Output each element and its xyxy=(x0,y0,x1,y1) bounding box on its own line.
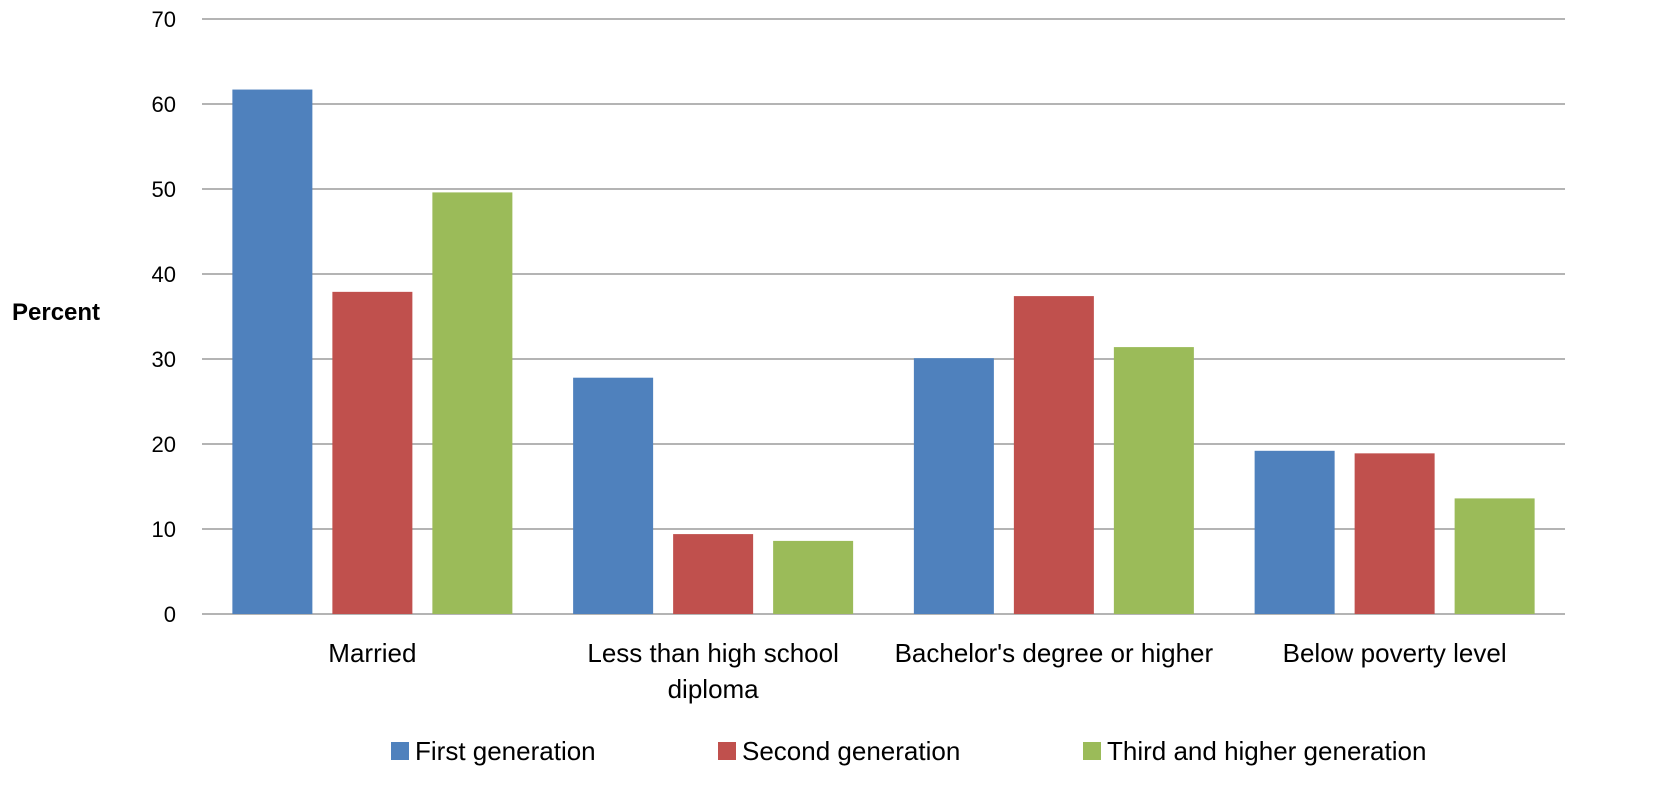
bars xyxy=(232,90,1534,614)
bar-3-4 xyxy=(1455,498,1535,614)
bar-1-4 xyxy=(1255,451,1335,614)
category-label: Married xyxy=(328,638,416,668)
y-tick-label: 20 xyxy=(152,432,176,457)
y-tick-label: 10 xyxy=(152,517,176,542)
bar-2-1 xyxy=(332,292,412,614)
y-tick-label: 0 xyxy=(164,602,176,627)
legend-swatch xyxy=(391,742,409,760)
legend-label: Second generation xyxy=(742,736,960,766)
y-tick-label: 60 xyxy=(152,92,176,117)
bar-2-2 xyxy=(673,534,753,614)
bar-2-3 xyxy=(1014,296,1094,614)
category-label: Bachelor's degree or higher xyxy=(895,638,1214,668)
y-tick-label: 50 xyxy=(152,177,176,202)
y-tick-label: 70 xyxy=(152,7,176,32)
category-label: Below poverty level xyxy=(1283,638,1507,668)
legend-label: First generation xyxy=(415,736,596,766)
bar-2-4 xyxy=(1355,453,1435,614)
bar-1-3 xyxy=(914,358,994,614)
legend-label: Third and higher generation xyxy=(1107,736,1426,766)
y-tick-label: 30 xyxy=(152,347,176,372)
bar-3-2 xyxy=(773,541,853,614)
y-axis-label: Percent xyxy=(12,299,100,326)
legend: First generation Second generation Third a… xyxy=(391,736,1426,766)
y-axis-ticks: 0 10 20 30 40 50 60 70 xyxy=(152,7,176,627)
category-label: Less than high school xyxy=(587,638,839,668)
legend-swatch xyxy=(1083,742,1101,760)
bar-1-1 xyxy=(232,90,312,614)
bar-3-1 xyxy=(432,192,512,614)
bar-1-2 xyxy=(573,378,653,614)
x-axis-categories: Married Less than high school diploma Bache… xyxy=(328,638,1506,704)
y-tick-label: 40 xyxy=(152,262,176,287)
category-label: diploma xyxy=(668,674,760,704)
legend-swatch xyxy=(718,742,736,760)
bar-3-3 xyxy=(1114,347,1194,614)
